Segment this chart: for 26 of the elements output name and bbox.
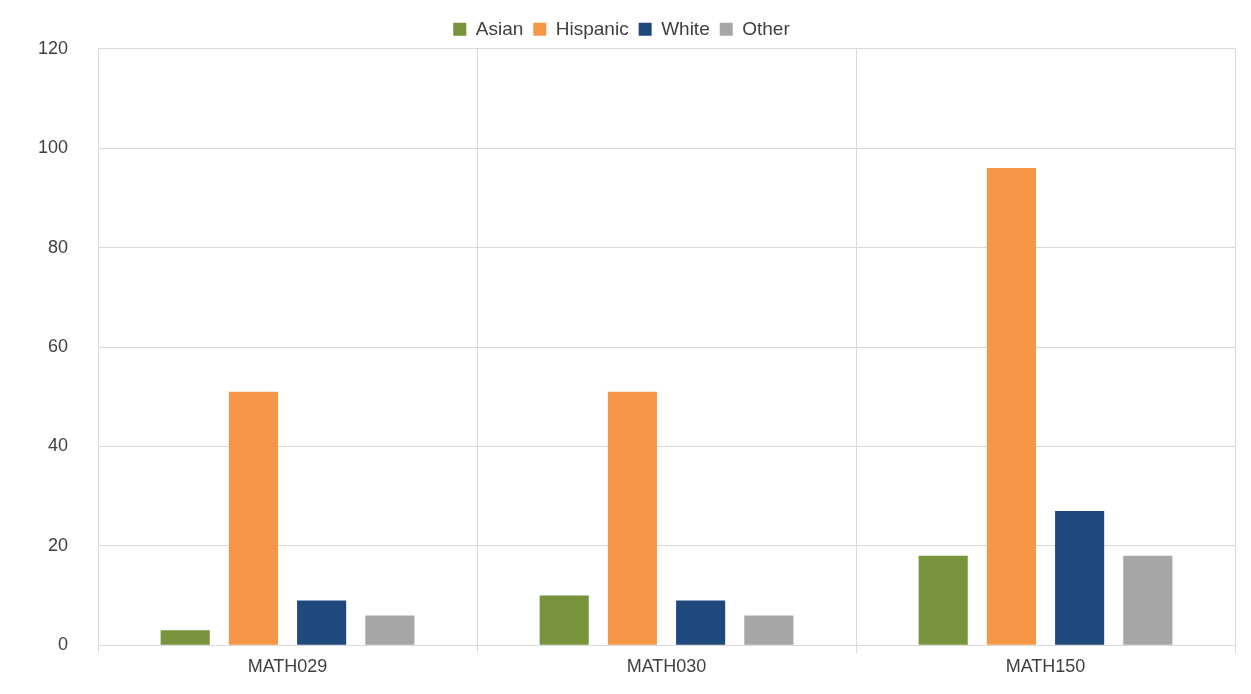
legend-label: Asian: [475, 17, 524, 39]
y-tick-label: 120: [37, 37, 69, 58]
bar: [918, 555, 968, 645]
bar: [228, 391, 278, 645]
x-tick-label: MATH029: [247, 655, 328, 676]
y-tick-label: 40: [48, 435, 69, 456]
legend-label: Hispanic: [555, 17, 629, 39]
bar: [986, 168, 1036, 645]
bar: [676, 600, 726, 645]
bar: [1055, 511, 1105, 645]
legend-label: White: [661, 17, 710, 39]
y-tick-label: 60: [48, 335, 69, 356]
y-tick-label: 80: [48, 236, 69, 257]
x-tick-label: MATH150: [1005, 655, 1086, 676]
bar: [160, 630, 210, 645]
bar: [744, 615, 794, 645]
x-tick-label: MATH030: [626, 655, 707, 676]
bar: [297, 600, 347, 645]
y-tick-label: 20: [48, 534, 69, 555]
legend-label: Other: [742, 17, 791, 39]
y-tick-label: 0: [58, 634, 69, 655]
bar: [539, 595, 589, 645]
bar: [607, 391, 657, 645]
y-tick-label: 100: [37, 137, 69, 158]
bar: [365, 615, 415, 645]
bar: [1123, 555, 1173, 645]
